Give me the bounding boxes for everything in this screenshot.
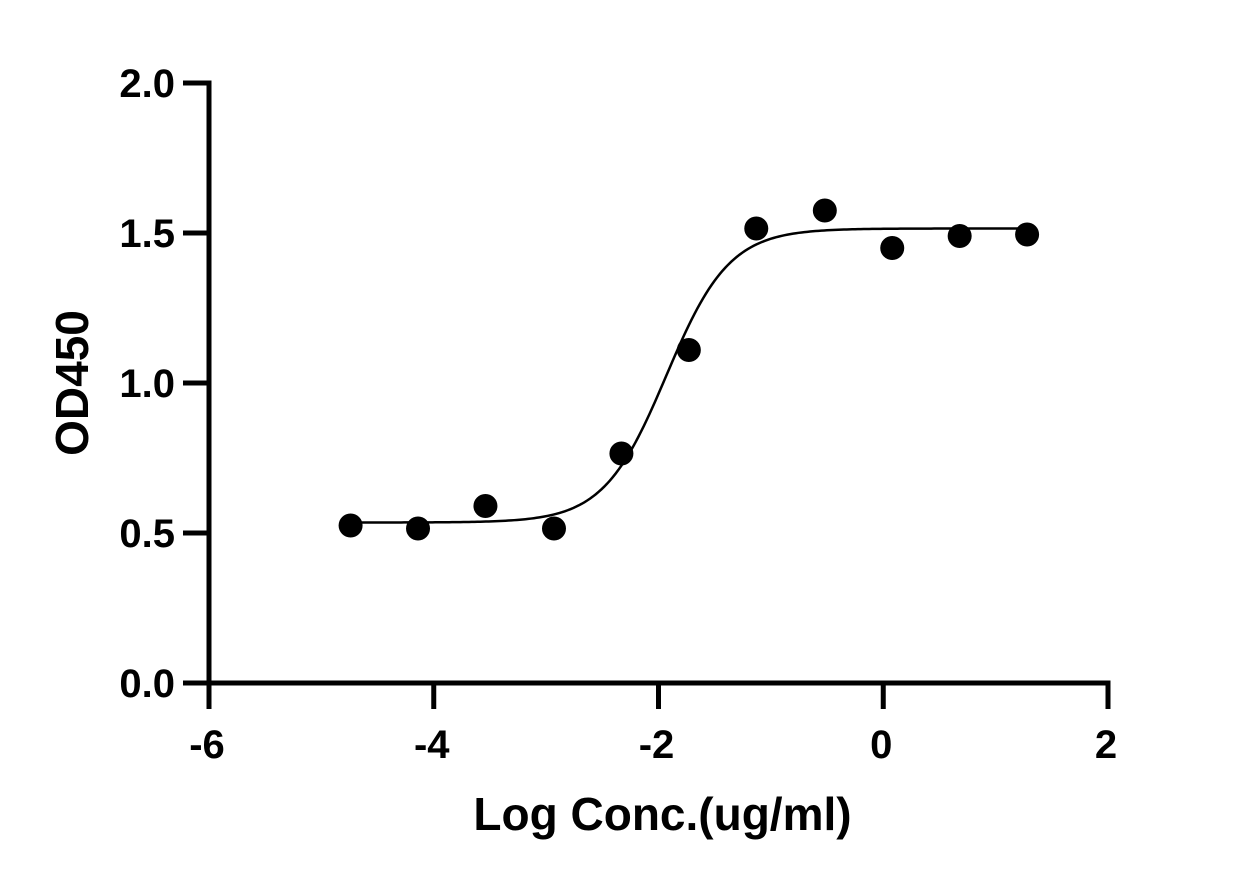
x-tick-label: -2 (639, 723, 675, 767)
data-point (812, 198, 837, 223)
plot-area (338, 198, 1040, 541)
data-point (1015, 222, 1040, 247)
ticks: 0.0 0.5 1.0 1.5 2.0 -6 -4 -2 0 2 (119, 62, 1117, 767)
data-point (744, 216, 769, 241)
y-tick-label: 2.0 (119, 62, 175, 106)
x-axis-label: Log Conc.(ug/ml) (473, 788, 851, 840)
data-point (541, 516, 566, 541)
x-tick-label: 0 (870, 723, 892, 767)
y-axis-label: OD450 (46, 310, 98, 456)
data-point (406, 516, 431, 541)
data-point (880, 236, 905, 260)
x-tick-label: 2 (1095, 723, 1117, 767)
data-point (473, 494, 498, 518)
y-tick-label: 0.5 (119, 512, 175, 556)
fit-curve (350, 227, 1028, 524)
x-tick-label: -6 (189, 723, 225, 767)
data-point (947, 224, 972, 248)
data-point (338, 513, 363, 538)
y-tick-label: 0.0 (119, 662, 175, 706)
data-point (676, 338, 701, 362)
y-tick-label: 1.0 (119, 362, 175, 406)
axes (206, 80, 1111, 686)
x-tick-label: -4 (414, 723, 450, 767)
data-point (609, 441, 634, 466)
y-tick-label: 1.5 (119, 212, 175, 256)
